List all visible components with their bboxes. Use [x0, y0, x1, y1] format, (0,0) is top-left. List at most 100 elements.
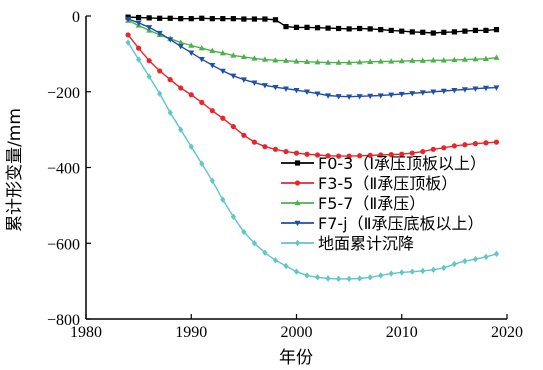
data-point	[136, 45, 142, 51]
data-point	[325, 275, 331, 282]
data-point	[441, 264, 447, 272]
data-point	[167, 77, 173, 83]
data-point	[209, 16, 215, 22]
data-point	[483, 27, 489, 33]
legend-item: F0-3（Ⅰ承压顶板以上）	[281, 154, 486, 173]
legend-swatch-marker	[294, 239, 301, 247]
y-tick-label: −400	[47, 161, 80, 178]
data-point	[135, 20, 142, 27]
data-point	[462, 142, 468, 148]
data-point	[261, 83, 268, 89]
data-point	[357, 275, 363, 282]
data-point	[146, 25, 153, 31]
data-point	[304, 24, 310, 30]
data-point	[304, 151, 310, 157]
data-point	[335, 59, 342, 65]
data-point	[335, 94, 342, 100]
data-point	[230, 213, 236, 220]
data-point	[219, 49, 226, 56]
data-point	[346, 26, 352, 32]
data-point	[357, 25, 363, 32]
data-point	[199, 160, 205, 167]
legend-swatch-marker	[294, 199, 301, 206]
data-point	[167, 37, 174, 43]
data-point	[282, 57, 289, 63]
data-point	[430, 57, 437, 63]
data-point	[314, 274, 321, 281]
data-point	[409, 57, 416, 63]
legend-label: F7-j（Ⅱ承压底板以上）	[318, 214, 483, 233]
data-point	[261, 56, 268, 62]
series-4	[125, 16, 500, 100]
data-point	[409, 150, 415, 156]
data-point	[472, 27, 479, 33]
data-point	[462, 257, 468, 265]
data-point	[167, 15, 173, 21]
data-point	[398, 57, 405, 64]
data-point	[336, 153, 342, 159]
data-point	[220, 16, 226, 22]
data-point	[178, 85, 184, 91]
data-point	[262, 249, 268, 256]
data-point	[430, 30, 436, 36]
data-point	[188, 50, 195, 56]
y-tick-label: 0	[72, 9, 80, 26]
data-point	[377, 58, 384, 64]
data-point	[146, 58, 152, 64]
data-point	[451, 88, 458, 94]
data-point	[493, 250, 500, 258]
data-point	[251, 16, 257, 22]
legend-swatch-marker	[294, 180, 301, 186]
data-point	[388, 92, 395, 98]
legend-swatch-marker	[294, 160, 301, 166]
data-point	[367, 58, 374, 65]
data-point	[240, 77, 247, 83]
data-point	[314, 25, 321, 31]
x-tick-label: 2010	[386, 324, 418, 341]
data-point	[493, 85, 500, 91]
data-point	[420, 29, 426, 35]
legend-label: F5-7（Ⅱ承压）	[318, 194, 425, 213]
data-point	[304, 272, 310, 279]
data-point	[419, 90, 426, 96]
data-point	[262, 144, 268, 150]
data-point	[177, 39, 184, 45]
series-3	[125, 17, 500, 65]
y-axis-title: 累计形变量/mm	[5, 108, 25, 232]
legend-label: F3-5（Ⅱ承压顶板）	[318, 174, 457, 193]
data-point	[493, 54, 500, 60]
series-line	[127, 18, 497, 98]
y-tick-label: −800	[47, 312, 80, 329]
data-point	[178, 16, 184, 22]
data-point	[461, 56, 468, 62]
data-point	[167, 109, 173, 116]
data-point	[419, 57, 426, 63]
data-point	[209, 47, 216, 54]
data-point	[230, 16, 236, 22]
data-point	[272, 85, 279, 91]
data-point	[441, 145, 447, 151]
data-point	[209, 108, 215, 114]
data-point	[451, 143, 457, 149]
legend: F0-3（Ⅰ承压顶板以上）F3-5（Ⅱ承压顶板）F5-7（Ⅱ承压）F7-j（Ⅱ承…	[281, 154, 486, 253]
data-point	[314, 152, 321, 158]
data-point	[451, 29, 457, 35]
data-point	[293, 150, 300, 156]
data-point	[283, 24, 289, 30]
data-point	[251, 55, 258, 61]
data-point	[199, 99, 205, 105]
legend-label: F0-3（Ⅰ承压顶板以上）	[318, 154, 486, 173]
x-tick-label: 1980	[70, 324, 102, 341]
data-point	[230, 73, 237, 80]
data-point	[378, 27, 384, 33]
data-point	[293, 24, 300, 30]
data-point	[388, 58, 395, 64]
data-point	[272, 57, 279, 63]
data-point	[314, 59, 321, 65]
data-point	[356, 59, 363, 65]
data-point	[136, 56, 142, 63]
data-point	[251, 80, 258, 86]
data-point	[367, 152, 373, 158]
data-point	[367, 274, 373, 281]
data-point	[136, 14, 142, 21]
